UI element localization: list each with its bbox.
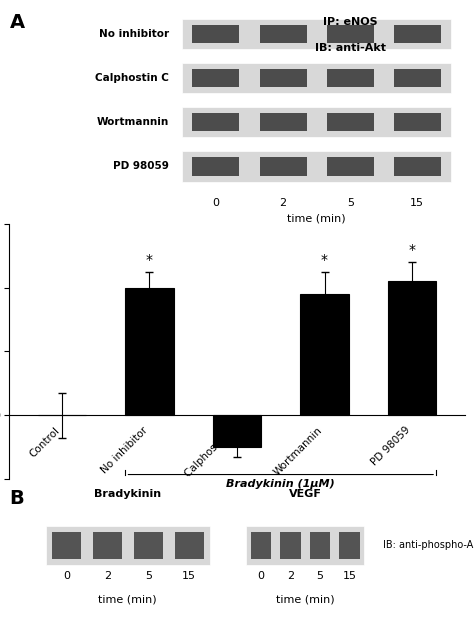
Text: Bradykinin: Bradykinin (94, 489, 161, 499)
Text: 15: 15 (410, 197, 424, 208)
Bar (182, 151, 451, 181)
Bar (134, 532, 163, 559)
Text: 2: 2 (280, 197, 287, 208)
Bar (394, 69, 441, 87)
Text: 2: 2 (104, 571, 111, 581)
Bar (394, 157, 441, 176)
Bar (182, 19, 451, 49)
Text: IP: eNOS: IP: eNOS (323, 17, 378, 27)
Text: No inhibitor: No inhibitor (99, 29, 169, 39)
Text: 15: 15 (182, 571, 196, 581)
Bar (246, 526, 365, 565)
Text: Wortmannin: Wortmannin (97, 118, 169, 127)
Text: *: * (146, 253, 153, 266)
Text: 5: 5 (317, 571, 324, 581)
Bar (327, 113, 374, 132)
Text: 15: 15 (343, 571, 356, 581)
Bar (260, 157, 307, 176)
Text: PD 98059: PD 98059 (113, 162, 169, 171)
Bar (93, 532, 122, 559)
Bar (260, 25, 307, 43)
Bar (192, 113, 239, 132)
Text: time (min): time (min) (287, 213, 346, 224)
Text: 5: 5 (145, 571, 152, 581)
Bar (46, 526, 210, 565)
Text: 5: 5 (346, 197, 354, 208)
Text: time (min): time (min) (276, 595, 335, 604)
Bar (327, 25, 374, 43)
Bar (182, 107, 451, 137)
Text: 0: 0 (63, 571, 70, 581)
Text: IB: anti-phospho-Akt: IB: anti-phospho-Akt (383, 541, 474, 550)
Bar (339, 532, 360, 559)
Bar (388, 281, 436, 415)
Bar (310, 532, 330, 559)
Bar (280, 532, 301, 559)
Bar (327, 69, 374, 87)
Text: *: * (409, 243, 416, 257)
Text: Calphostin C: Calphostin C (95, 73, 169, 83)
Text: 0: 0 (212, 197, 219, 208)
Bar (327, 157, 374, 176)
Text: B: B (9, 489, 24, 508)
Bar (192, 157, 239, 176)
Text: IB: anti-Akt: IB: anti-Akt (315, 43, 386, 53)
Text: A: A (9, 13, 25, 32)
Bar (251, 532, 271, 559)
Bar (175, 532, 203, 559)
Bar (126, 288, 173, 415)
Bar (301, 294, 348, 415)
Text: 0: 0 (257, 571, 264, 581)
Bar (52, 532, 81, 559)
Bar (213, 415, 261, 447)
Bar (394, 113, 441, 132)
Text: Bradykinin (1μM): Bradykinin (1μM) (227, 479, 335, 489)
Text: 2: 2 (287, 571, 294, 581)
Bar (260, 113, 307, 132)
Bar (260, 69, 307, 87)
Text: *: * (321, 253, 328, 266)
Text: VEGF: VEGF (289, 489, 322, 499)
Bar (394, 25, 441, 43)
Bar (192, 25, 239, 43)
Bar (192, 69, 239, 87)
Bar (182, 63, 451, 93)
Text: time (min): time (min) (99, 595, 157, 604)
